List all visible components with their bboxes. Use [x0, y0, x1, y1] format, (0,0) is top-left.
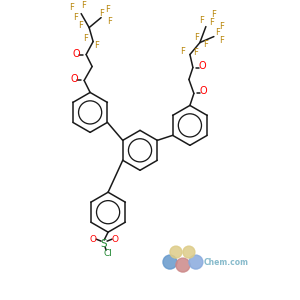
Text: O: O	[199, 86, 207, 97]
Text: F: F	[215, 28, 220, 37]
Text: F: F	[181, 47, 185, 56]
Text: F: F	[219, 36, 224, 45]
Text: F: F	[78, 21, 82, 30]
Text: F: F	[81, 1, 85, 10]
Text: F: F	[73, 13, 78, 22]
Text: F: F	[212, 10, 216, 19]
Text: F: F	[83, 34, 88, 43]
Text: S: S	[101, 239, 107, 249]
Text: F: F	[194, 33, 199, 42]
Text: Chem.com: Chem.com	[204, 258, 249, 267]
Text: F: F	[194, 48, 198, 57]
Text: F: F	[99, 9, 103, 18]
Text: O: O	[90, 235, 97, 244]
Text: O: O	[70, 74, 78, 85]
Text: F: F	[107, 17, 112, 26]
Circle shape	[163, 255, 177, 269]
Circle shape	[170, 246, 182, 258]
Text: F: F	[203, 40, 208, 49]
Text: F: F	[209, 18, 214, 27]
Circle shape	[183, 246, 195, 258]
Text: O: O	[112, 235, 118, 244]
Text: Cl: Cl	[104, 249, 112, 258]
Circle shape	[176, 258, 190, 272]
Text: F: F	[69, 3, 74, 12]
Text: F: F	[219, 22, 224, 31]
Circle shape	[189, 255, 203, 269]
Text: F: F	[200, 16, 204, 25]
Text: O: O	[198, 61, 206, 70]
Text: F: F	[94, 41, 99, 50]
Text: O: O	[72, 49, 80, 58]
Text: F: F	[105, 5, 110, 14]
